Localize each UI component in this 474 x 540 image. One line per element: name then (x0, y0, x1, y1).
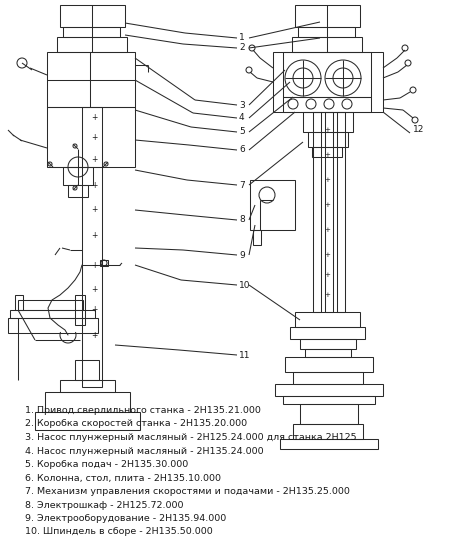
Text: 9. Электрооборудование - 2Н135.94.000: 9. Электрооборудование - 2Н135.94.000 (25, 514, 226, 523)
Bar (82, 107, 102, 387)
Text: +: + (91, 113, 97, 123)
Text: 11: 11 (239, 350, 250, 360)
Bar (290, 327, 365, 339)
Bar (15, 295, 23, 310)
Bar (283, 52, 371, 97)
Text: 9: 9 (239, 251, 245, 260)
Text: 3. Насос плунжерный масляный - 2Н125.24.000 для станка 2Н125: 3. Насос плунжерный масляный - 2Н125.24.… (25, 433, 356, 442)
Text: +: + (91, 156, 97, 165)
Bar (313, 112, 321, 312)
Bar (298, 27, 355, 37)
Text: 10. Шпиндель в сборе - 2Н135.50.000: 10. Шпиндель в сборе - 2Н135.50.000 (25, 528, 213, 537)
Bar (47, 52, 135, 107)
Text: 4. Насос плунжерный масляный - 2Н135.24.000: 4. Насос плунжерный масляный - 2Н135.24.… (25, 447, 264, 456)
Text: +: + (324, 127, 330, 133)
Bar (292, 37, 362, 52)
Text: 8: 8 (239, 215, 245, 225)
Text: 1: 1 (239, 33, 245, 43)
Bar (63, 167, 93, 185)
Text: +: + (324, 152, 330, 158)
Bar (250, 180, 295, 230)
Text: +: + (91, 260, 97, 269)
Text: 8. Электрошкаф - 2Н125.72.000: 8. Электрошкаф - 2Н125.72.000 (25, 501, 183, 510)
Text: 2: 2 (239, 44, 245, 52)
Text: 7. Механизм управления скоростями и подачами - 2Н135.25.000: 7. Механизм управления скоростями и пода… (25, 487, 350, 496)
Text: +: + (91, 206, 97, 214)
Bar (60, 5, 125, 27)
Text: +: + (91, 330, 97, 340)
Text: 2. Коробка скоростей станка - 2Н135.20.000: 2. Коробка скоростей станка - 2Н135.20.0… (25, 420, 247, 429)
Bar (283, 97, 371, 112)
Bar (295, 5, 360, 27)
Bar (305, 349, 351, 357)
Bar (308, 132, 348, 147)
Text: +: + (91, 133, 97, 143)
Bar (283, 396, 375, 404)
Bar (10, 310, 95, 318)
Text: 6: 6 (239, 145, 245, 154)
Text: 7: 7 (239, 180, 245, 190)
Bar (47, 107, 135, 167)
Bar (273, 52, 383, 112)
Bar (18, 300, 83, 310)
Bar (68, 185, 88, 197)
Bar (300, 339, 356, 349)
Text: +: + (91, 231, 97, 240)
Text: +: + (91, 286, 97, 294)
Bar (75, 360, 99, 380)
Text: 5. Коробка подач - 2Н135.30.000: 5. Коробка подач - 2Н135.30.000 (25, 460, 188, 469)
Bar (312, 147, 342, 157)
Text: +: + (324, 202, 330, 208)
Bar (293, 372, 363, 384)
Bar (100, 260, 108, 266)
Bar (253, 230, 261, 245)
Bar (285, 357, 373, 372)
Text: 10: 10 (239, 280, 250, 289)
Text: +: + (324, 177, 330, 183)
Bar (35, 412, 140, 430)
Bar (303, 112, 353, 132)
Text: 4: 4 (239, 113, 245, 123)
Bar (75, 295, 85, 325)
Bar (300, 404, 358, 424)
Bar (293, 424, 363, 439)
Text: 6. Колонна, стол, плита - 2Н135.10.000: 6. Колонна, стол, плита - 2Н135.10.000 (25, 474, 221, 483)
Bar (325, 112, 333, 312)
Bar (63, 27, 120, 37)
Text: +: + (324, 252, 330, 258)
Text: 1. Привод сверлильного станка - 2Н135.21.000: 1. Привод сверлильного станка - 2Н135.21… (25, 406, 261, 415)
Text: +: + (324, 227, 330, 233)
Bar (295, 312, 360, 327)
Bar (275, 384, 383, 396)
Text: +: + (91, 180, 97, 190)
Text: 12: 12 (413, 125, 424, 134)
Bar (280, 439, 378, 449)
Bar (337, 112, 345, 312)
Text: 5: 5 (239, 127, 245, 137)
Text: +: + (324, 292, 330, 298)
Text: +: + (324, 272, 330, 278)
Bar (45, 392, 130, 412)
Text: 3: 3 (239, 100, 245, 110)
Bar (57, 37, 127, 52)
Text: +: + (91, 306, 97, 314)
Bar (8, 318, 98, 333)
Bar (60, 380, 115, 392)
